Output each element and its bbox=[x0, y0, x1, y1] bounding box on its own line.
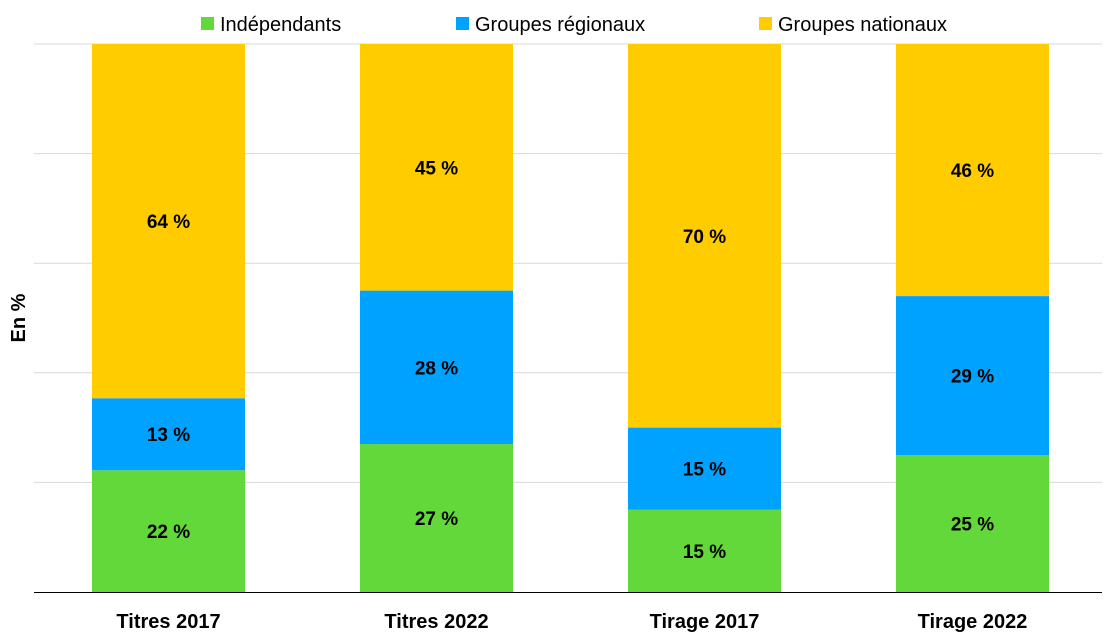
category-label: Titres 2022 bbox=[384, 611, 488, 633]
bar-segment bbox=[360, 44, 513, 291]
category-labels: Titres 2017 Titres 2022 Tirage 2017 Tirage … bbox=[116, 611, 1027, 633]
y-axis-label: En % bbox=[8, 293, 30, 342]
legend-label: Groupes nationaux bbox=[778, 14, 947, 36]
bar-segment bbox=[92, 470, 245, 592]
legend-label: Indépendants bbox=[220, 14, 341, 36]
data-label: 70 % bbox=[683, 227, 726, 248]
bar-segment bbox=[628, 509, 781, 592]
category-label: Tirage 2017 bbox=[650, 611, 760, 633]
data-labels: 22 % 13 % 64 % 27 % 28 % 45 % 15 % 15 % 70 % 25 %… bbox=[147, 158, 994, 563]
bar-segment bbox=[92, 44, 245, 399]
data-label: 15 % bbox=[683, 542, 726, 563]
data-label: 46 % bbox=[951, 161, 994, 182]
data-label: 22 % bbox=[147, 522, 190, 543]
bar-segment bbox=[360, 444, 513, 592]
data-label: 13 % bbox=[147, 425, 190, 446]
bar-segment bbox=[896, 455, 1049, 592]
legend-label: Groupes régionaux bbox=[475, 14, 645, 36]
category-label: Titres 2017 bbox=[116, 611, 220, 633]
legend-swatch bbox=[759, 17, 772, 30]
legend-swatch bbox=[456, 17, 469, 30]
legend: Indépendants Groupes régionaux Groupes nat… bbox=[201, 14, 947, 36]
data-label: 27 % bbox=[415, 509, 458, 530]
data-label: 25 % bbox=[951, 515, 994, 536]
bar-segment bbox=[92, 398, 245, 471]
category-label: Tirage 2022 bbox=[918, 611, 1028, 633]
data-label: 45 % bbox=[415, 158, 458, 179]
data-label: 64 % bbox=[147, 212, 190, 233]
bars bbox=[92, 44, 1049, 592]
data-label: 15 % bbox=[683, 460, 726, 481]
bar-segment bbox=[896, 296, 1049, 455]
bar-segment bbox=[360, 290, 513, 445]
bar-segment bbox=[896, 44, 1049, 297]
data-label: 28 % bbox=[415, 358, 458, 379]
bar-segment bbox=[628, 44, 781, 428]
bar-segment bbox=[628, 427, 781, 510]
data-label: 29 % bbox=[951, 367, 994, 388]
legend-swatch bbox=[201, 17, 214, 30]
